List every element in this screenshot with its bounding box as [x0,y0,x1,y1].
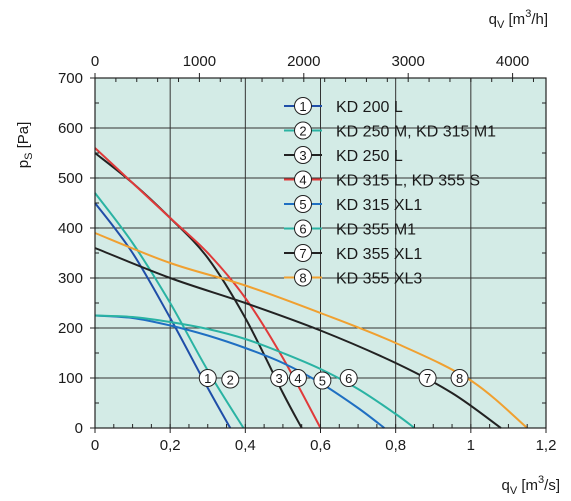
legend-marker-8 [294,268,312,287]
series-line-4 [94,147,322,429]
y-tick-label: 300 [58,270,83,287]
y-tick-label: 500 [58,170,83,187]
curve-marker-label-3: 3 [276,371,283,386]
x-tick-label: 0,2 [160,437,181,454]
x-top-sub: V [497,19,505,31]
curve-marker-label-1: 1 [204,371,211,386]
curve-marker-label-8: 8 [456,371,463,386]
x-tick-label: 0,6 [310,437,331,454]
x-tick-label: 0,4 [235,437,256,454]
curve-marker-label-4: 4 [294,371,301,386]
legend-entry-5: KD 315 XL1 [336,197,422,214]
x-tick-label: 1 [467,437,475,454]
series-line-2 [94,192,245,429]
top-tick-label: 0 [91,53,99,70]
top-tick-label: 3000 [392,53,425,70]
curve-marker-label-6: 6 [345,371,352,386]
y-tick-label: 700 [58,70,83,87]
x-top-base: q [489,11,497,28]
legend-marker-label-5: 5 [299,197,306,212]
series-line-7 [94,247,502,429]
curve-marker-7 [418,369,437,387]
top-tick-label: 4000 [496,53,529,70]
legend-marker-label-7: 7 [299,246,306,261]
x-bottom-unit-open: [m [517,477,538,494]
curve-marker-5 [313,371,332,390]
y-axis-label-base: p [15,160,32,168]
x-axis-label-bottom: qV [m3/s] [502,474,561,497]
series-line-6 [94,314,416,429]
y-tick-label: 200 [58,320,83,337]
legend-entry-8: KD 355 XL3 [336,271,422,288]
curve-marker-1 [198,369,217,387]
y-axis-label-unit: [Pa] [15,122,32,153]
x-top-sup: 3 [525,8,531,20]
y-tick-label: 400 [58,220,83,237]
legend-entry-7: KD 355 XL1 [336,246,422,263]
x-bottom-unit-close: /s] [544,477,560,494]
curve-marker-6 [339,369,358,387]
curve-marker-3 [270,369,289,387]
y-tick-label: 0 [75,420,83,437]
x-tick-label: 1,2 [536,437,557,454]
legend-entry-4: KD 315 L, KD 355 S [336,173,480,190]
legend-entry-2: KD 250 M, KD 315 M1 [336,124,496,141]
legend-marker-2 [294,121,312,140]
top-tick-label: 1000 [183,53,216,70]
legend-entry-1: KD 200 L [336,99,403,116]
curve-marker-8 [450,369,469,387]
curve-marker-4 [288,369,307,387]
x-bottom-sup: 3 [538,474,544,486]
x-top-unit-close: /h] [531,11,548,28]
curves [94,147,528,429]
curve-marker-label-5: 5 [319,374,326,389]
legend: 1 KD 200 L 2 KD 250 M, KD 315 M1 3 KD 250 L 4 K… [284,97,496,288]
legend-entry-3: KD 250 L [336,148,403,165]
legend-entry-6: KD 355 M1 [336,222,416,239]
legend-marker-3 [294,146,312,164]
legend-marker-label-4: 4 [299,173,306,188]
legend-marker-label-2: 2 [299,124,306,139]
series-line-5 [94,314,386,429]
y-tick-label: 600 [58,120,83,137]
series-line-8 [94,232,528,429]
x-bottom-base: q [502,477,510,494]
x-tick-label: 0,8 [385,437,406,454]
x-bottom-sub: V [510,485,518,497]
legend-marker-6 [294,219,312,238]
x-top-unit-open: [m [504,11,525,28]
legend-marker-label-1: 1 [299,99,306,114]
legend-marker-label-3: 3 [299,148,306,163]
curve-marker-2 [221,370,240,389]
y-axis-label: pS [Pa] [15,122,35,169]
curve-marker-label-7: 7 [424,371,431,386]
legend-marker-5 [294,195,312,213]
legend-marker-label-6: 6 [299,222,306,237]
legend-marker-1 [294,97,312,115]
legend-marker-label-8: 8 [299,271,306,286]
legend-marker-7 [294,244,312,262]
legend-marker-4 [294,170,312,189]
x-axis-label-top: qV [m3/h] [489,8,548,31]
series-line-1 [94,202,232,429]
y-axis-label-sub: S [23,153,35,160]
curve-marker-label-2: 2 [227,373,234,388]
y-tick-label: 100 [58,370,83,387]
ticks: 0 0,2 0,4 0,6 0,8 1 1,2 0 100 200 300 400 500 600 700 0… [58,53,556,454]
x-tick-label: 0 [91,437,99,454]
top-tick-label: 2000 [287,53,320,70]
